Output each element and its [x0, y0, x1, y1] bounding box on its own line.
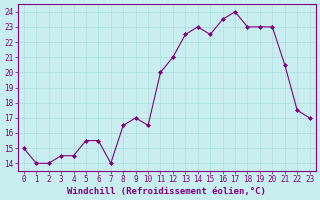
X-axis label: Windchill (Refroidissement éolien,°C): Windchill (Refroidissement éolien,°C) — [67, 187, 266, 196]
